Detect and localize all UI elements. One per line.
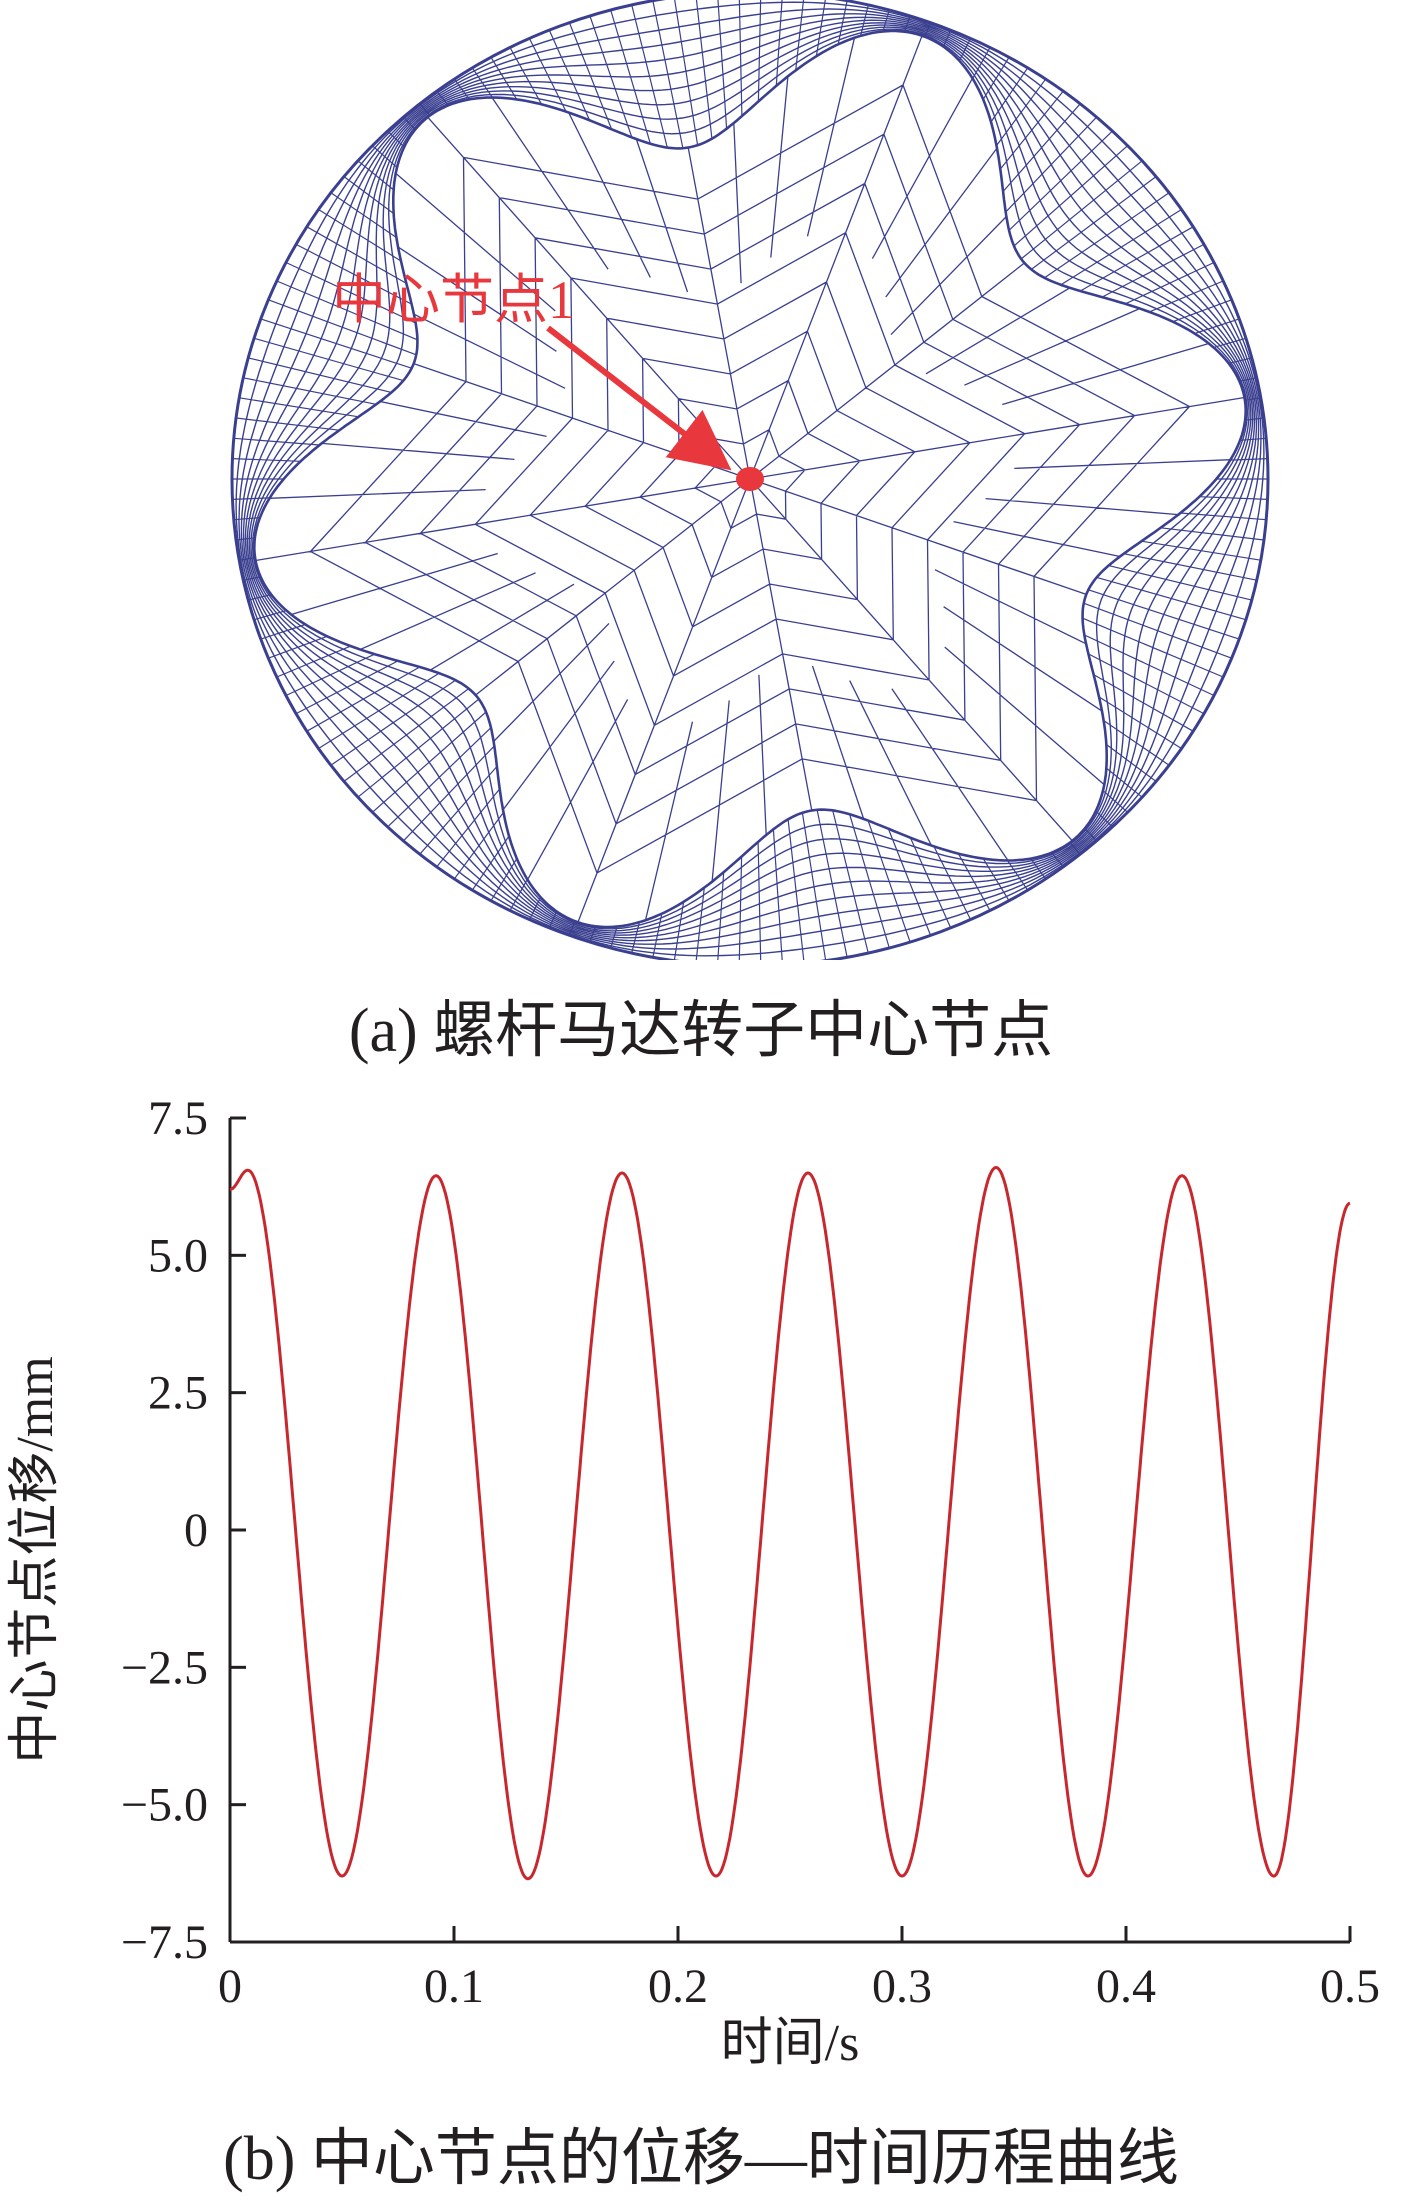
y-tick-label: 0: [184, 1504, 208, 1557]
rotor-mesh: [230, 0, 1270, 960]
displacement-time-chart: 7.55.02.50−2.5−5.0−7.50 0.1 0.2 0.3 0.4 0.5 时…: [7, 1092, 1380, 2072]
shell-mesh-radials: [232, 0, 1268, 960]
x-axis-title: 时间/s: [721, 2015, 860, 2072]
x-tick-label: 0.3: [872, 1960, 932, 2013]
caption-b: (b) 中心节点的位移—时间历程曲线: [223, 2125, 1179, 2193]
x-tick-label: 0.1: [424, 1960, 484, 2013]
x-tick-label: 0.2: [648, 1960, 708, 2013]
annotation-arrow: [546, 325, 732, 471]
y-tick-label: 2.5: [148, 1367, 208, 1420]
y-tick-label: 5.0: [148, 1229, 208, 1282]
y-axis-title: 中心节点位移/mm: [7, 1356, 64, 1763]
chart-ticks: 7.55.02.50−2.5−5.0−7.50 0.1 0.2 0.3 0.4 0.5: [121, 1092, 1380, 2013]
rotor-profile-outline: [252, 29, 1248, 929]
rotor-interior-mesh: [255, 35, 1245, 923]
x-tick-label: 0.4: [1096, 1960, 1156, 2013]
center-node-label: 中心节点1: [332, 270, 575, 330]
x-tick-label: 0.5: [1320, 1960, 1380, 2013]
caption-a: (a) 螺杆马达转子中心节点: [348, 997, 1054, 1065]
series-line-center-node-displacement: [230, 1165, 1351, 1881]
y-tick-label: 7.5: [148, 1092, 208, 1145]
rotor-mesh-figure: 中心节点1: [0, 0, 1402, 960]
center-node-marker: [736, 467, 764, 491]
y-tick-label: −7.5: [121, 1916, 208, 1969]
x-tick-label: 0: [218, 1960, 242, 2013]
y-tick-label: −2.5: [121, 1641, 208, 1694]
rotor-mesh-drawing: 中心节点1: [230, 0, 1270, 960]
y-tick-label: −5.0: [121, 1779, 208, 1832]
